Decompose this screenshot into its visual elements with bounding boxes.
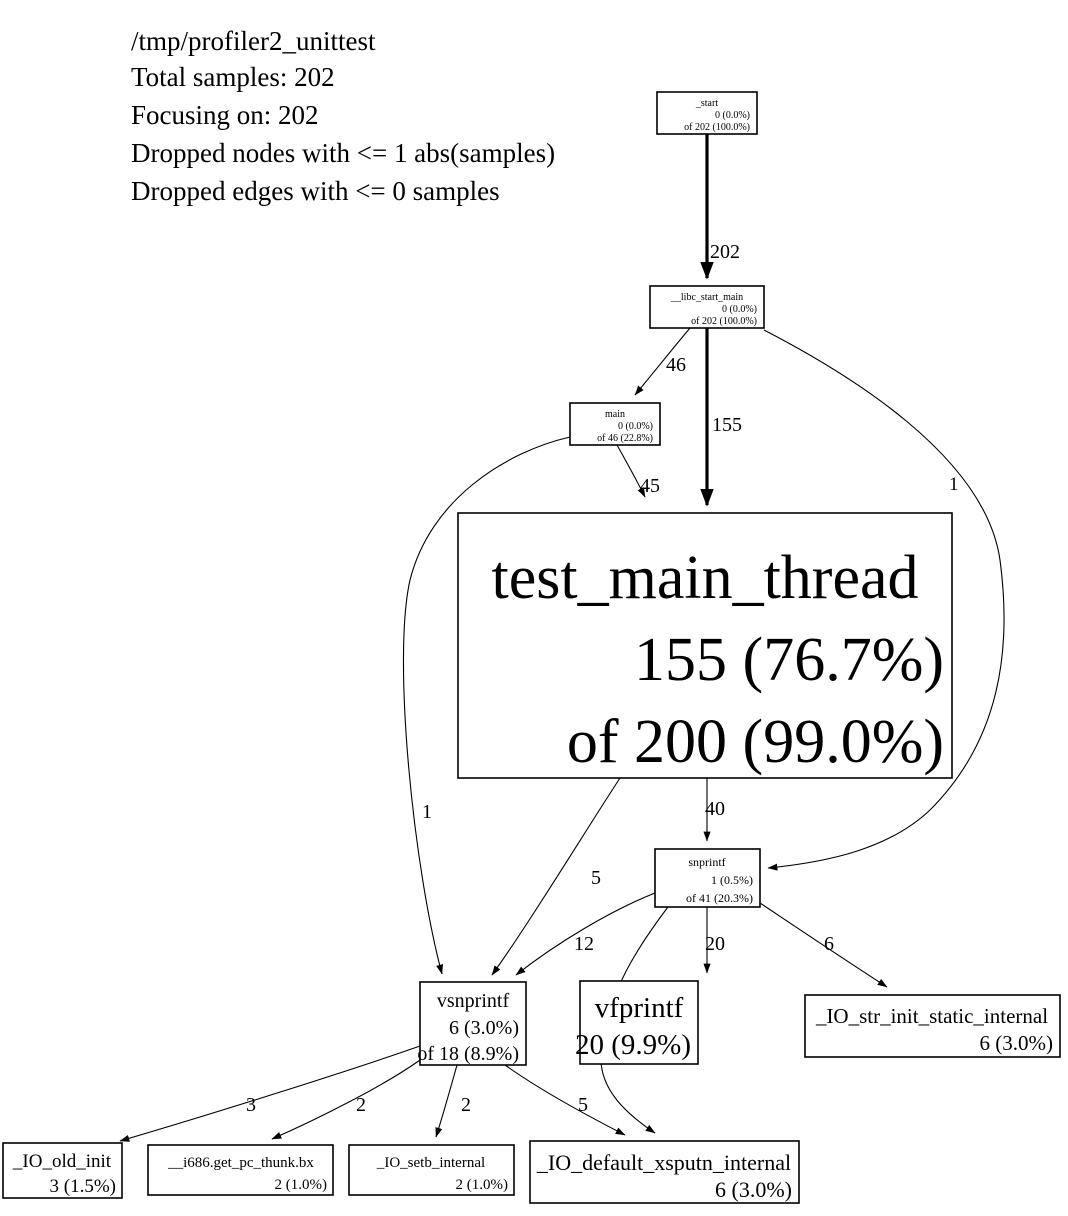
node-vsnprintf-label: vsnprintf <box>437 990 510 1012</box>
node-snprintf[interactable]: snprintf 1 (0.5%) of 41 (20.3%) <box>654 848 761 908</box>
node-vsnprintf-box[interactable] <box>419 981 527 1066</box>
node-io-str-init-static-internal[interactable]: _IO_str_init_static_internal 6 (3.0%) <box>804 994 1061 1058</box>
node-test-main-thread-self: 155 (76.7%) <box>634 626 944 694</box>
node-test-main-thread-total: of 200 (99.0%) <box>567 708 944 776</box>
node-io-str-init-static-internal-self: 6 (3.0%) <box>980 1031 1053 1055</box>
node-libc-start-main-total: of 202 (100.0%) <box>691 316 757 327</box>
node-start-label: _start <box>695 98 718 109</box>
node-test-main-thread-label: test_main_thread <box>492 544 919 612</box>
node-io-default-xsputn-internal[interactable]: _IO_default_xsputn_internal 6 (3.0%) <box>529 1140 800 1204</box>
edge-libc-start-main-to-snprintf <box>763 329 1005 871</box>
node-start-self: 0 (0.0%) <box>715 110 750 121</box>
node-io-default-xsputn-internal-box[interactable] <box>529 1140 800 1204</box>
node-test-main-thread[interactable]: test_main_thread 155 (76.7%) of 200 (99.… <box>457 512 953 779</box>
node-io-setb-internal-box[interactable] <box>348 1144 515 1196</box>
node-start[interactable]: _start 0 (0.0%) of 202 (100.0%) <box>656 91 758 135</box>
header-line-dropped-nodes: Dropped nodes with <= 1 abs(samples) <box>131 138 555 168</box>
node-libc-start-main-box[interactable] <box>649 285 765 329</box>
edge-vsnprintf-to-io-setb-internal <box>435 1064 458 1138</box>
node-snprintf-label: snprintf <box>688 855 725 869</box>
edge-main-to-vsnprintf <box>402 436 571 975</box>
node-main-total: of 46 (22.8%) <box>597 433 653 444</box>
node-vfprintf-box[interactable] <box>579 980 699 1065</box>
edge-vsnprintf-to-i686-get-pc-thunk-bx <box>271 1059 421 1140</box>
node-io-str-init-static-internal-box[interactable] <box>804 994 1061 1058</box>
node-vsnprintf-total: of 18 (8.9%) <box>417 1043 519 1065</box>
header-line-focusing-on: Focusing on: 202 <box>131 100 319 130</box>
node-vfprintf-self: 20 (9.9%) <box>575 1029 691 1061</box>
node-io-old-init[interactable]: _IO_old_init 3 (1.5%) <box>2 1142 123 1199</box>
edge-vsnprintf-to-io-default-xsputn-internal <box>504 1064 626 1136</box>
node-io-default-xsputn-internal-self: 6 (3.0%) <box>715 1177 792 1202</box>
node-io-setb-internal[interactable]: _IO_setb_internal 2 (1.0%) <box>348 1144 515 1196</box>
node-io-setb-internal-self: 2 (1.0%) <box>456 1177 509 1193</box>
node-vfprintf[interactable]: vfprintf 20 (9.9%) <box>575 980 699 1065</box>
node-io-default-xsputn-internal-label: _IO_default_xsputn_internal <box>536 1150 791 1175</box>
edge-label-start-to-libc: 202 <box>710 241 740 263</box>
edge-label-vsnprintf-to-io-old-init: 3 <box>246 1094 256 1116</box>
edge-label-test-main-thread-to-snprintf: 40 <box>705 798 725 820</box>
node-libc-start-main-label: __libc_start_main <box>670 292 743 303</box>
node-main[interactable]: main 0 (0.0%) of 46 (22.8%) <box>569 402 661 446</box>
node-main-box[interactable] <box>569 402 661 446</box>
edge-label-libc-to-test-main-thread: 155 <box>712 414 742 436</box>
node-libc-start-main[interactable]: __libc_start_main 0 (0.0%) of 202 (100.0… <box>649 285 765 329</box>
edge-label-libc-to-main: 46 <box>666 354 686 376</box>
node-io-old-init-box[interactable] <box>2 1142 123 1199</box>
node-start-total: of 202 (100.0%) <box>684 122 750 133</box>
edge-test-main-thread-to-vsnprintf <box>491 777 621 976</box>
node-vsnprintf-self: 6 (3.0%) <box>449 1017 519 1039</box>
node-main-label: main <box>605 409 625 420</box>
node-snprintf-box[interactable] <box>654 848 761 908</box>
header-line-binary: /tmp/profiler2_unittest <box>131 26 376 56</box>
node-test-main-thread-box[interactable] <box>457 512 953 779</box>
node-i686-get-pc-thunk-bx-box[interactable] <box>147 1144 334 1196</box>
edge-snprintf-to-io-str-init-static-internal <box>759 902 888 988</box>
node-snprintf-total: of 41 (20.3%) <box>686 891 753 905</box>
edge-label-snprintf-to-vfprintf: 20 <box>705 933 725 955</box>
edge-label-layer: 202 46 155 1 45 1 5 40 12 20 6 1 3 2 2 5 <box>246 241 959 1116</box>
header-line-dropped-edges: Dropped edges with <= 0 samples <box>131 176 500 206</box>
edge-label-vsnprintf-to-io-default-xsputn: 5 <box>578 1094 588 1116</box>
edge-label-vsnprintf-to-i686-thunk: 2 <box>356 1094 366 1116</box>
node-io-setb-internal-label: _IO_setb_internal <box>376 1155 485 1171</box>
edge-label-snprintf-to-io-str-init: 6 <box>824 933 834 955</box>
node-io-old-init-label: _IO_old_init <box>12 1151 112 1172</box>
node-io-str-init-static-internal-label: _IO_str_init_static_internal <box>815 1004 1048 1028</box>
node-libc-start-main-self: 0 (0.0%) <box>722 304 757 315</box>
node-i686-get-pc-thunk-bx-label: __i686.get_pc_thunk.bx <box>167 1155 314 1171</box>
node-start-box[interactable] <box>656 91 758 135</box>
edge-libc-start-main-to-main <box>634 327 691 396</box>
edge-label-libc-to-snprintf: 1 <box>949 474 959 495</box>
header-line-total-samples: Total samples: 202 <box>131 62 335 92</box>
edge-label-main-to-vsnprintf: 1 <box>422 801 432 823</box>
edge-main-to-test-main-thread <box>616 444 646 498</box>
header-block: /tmp/profiler2_unittest Total samples: 2… <box>131 26 555 206</box>
node-vfprintf-label: vfprintf <box>595 992 684 1024</box>
edge-label-vsnprintf-to-io-setb: 2 <box>461 1094 471 1116</box>
node-io-old-init-self: 3 (1.5%) <box>50 1176 116 1197</box>
node-main-self: 0 (0.0%) <box>618 421 653 432</box>
node-i686-get-pc-thunk-bx-self: 2 (1.0%) <box>275 1177 328 1193</box>
edge-layer <box>119 134 1005 1142</box>
edge-label-test-main-thread-to-vsnprintf: 5 <box>591 867 601 889</box>
edge-label-main-to-test-main-thread: 45 <box>640 475 660 497</box>
node-vsnprintf[interactable]: vsnprintf 6 (3.0%) of 18 (8.9%) <box>417 981 527 1066</box>
node-i686-get-pc-thunk-bx[interactable]: __i686.get_pc_thunk.bx 2 (1.0%) <box>147 1144 334 1196</box>
edge-label-snprintf-to-vsnprintf: 12 <box>574 933 594 955</box>
edge-vsnprintf-to-io-old-init <box>119 1045 421 1142</box>
node-snprintf-self: 1 (0.5%) <box>711 873 753 887</box>
edge-snprintf-to-vsnprintf <box>515 892 656 976</box>
